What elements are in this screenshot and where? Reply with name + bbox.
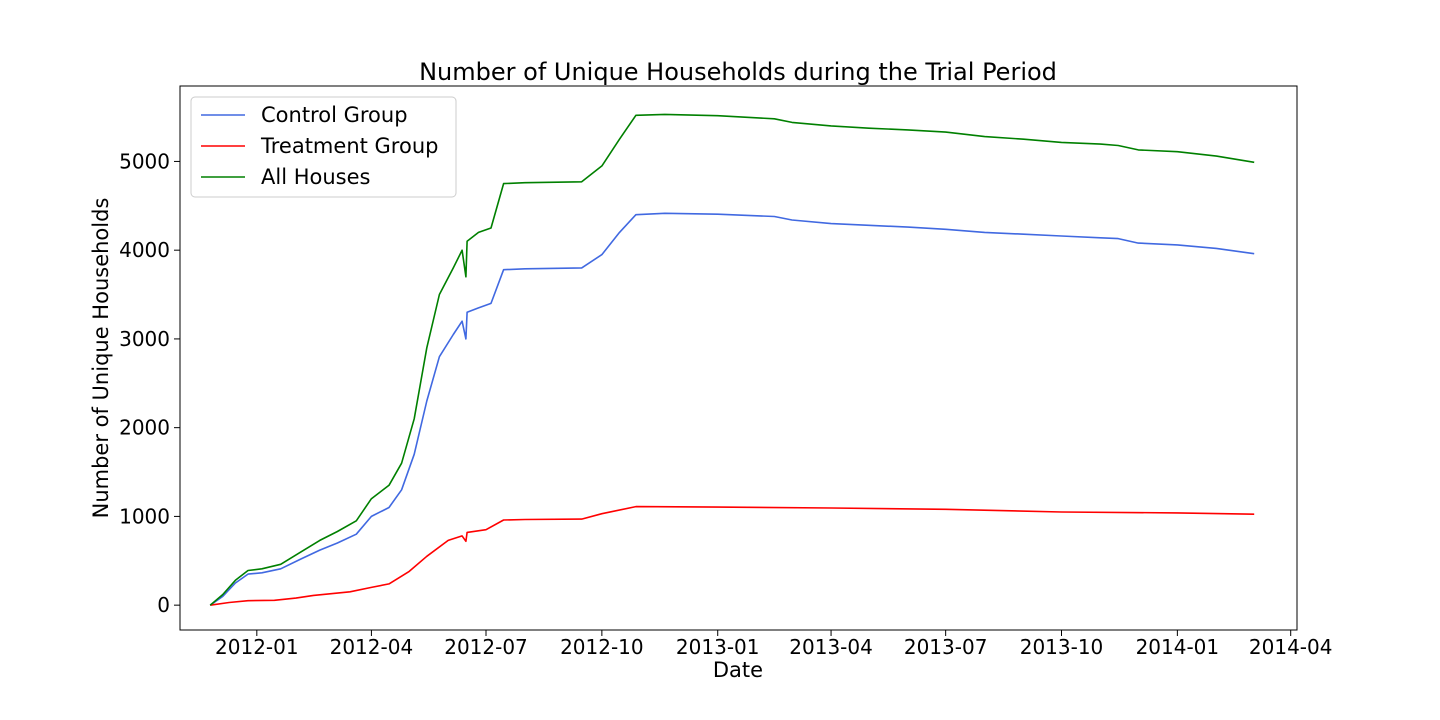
y-tick-label: 2000 — [119, 416, 170, 440]
x-tick-label: 2013-10 — [1020, 635, 1104, 659]
legend-label: All Houses — [261, 165, 370, 189]
legend-label: Treatment Group — [260, 134, 438, 158]
y-axis-ticks: 0 1000 2000 3000 4000 5000 — [119, 149, 180, 617]
legend: Control Group Treatment Group All Houses — [190, 96, 457, 198]
series-layer — [209, 113, 1255, 606]
y-tick-label: 4000 — [119, 238, 170, 262]
y-tick-label: 5000 — [119, 149, 170, 173]
x-tick-label: 2012-04 — [330, 635, 414, 659]
y-tick-label: 3000 — [119, 327, 170, 351]
legend-label: Control Group — [261, 103, 408, 127]
legend-box — [190, 96, 457, 198]
x-axis-label: Date — [713, 658, 763, 682]
x-tick-label: 2012-10 — [560, 635, 644, 659]
x-tick-label: 2012-01 — [215, 635, 299, 659]
y-tick-label: 1000 — [119, 504, 170, 528]
x-tick-label: 2013-04 — [789, 635, 873, 659]
x-tick-label: 2014-04 — [1249, 635, 1333, 659]
series-line-control-group — [209, 212, 1255, 606]
series-line-treatment-group — [210, 505, 1255, 606]
x-tick-label: 2012-07 — [444, 635, 528, 659]
x-axis-ticks: 2012-01 2012-04 2012-07 2012-10 2013-01 2013-… — [215, 630, 1332, 659]
y-axis-label: Number of Unique Households — [89, 198, 113, 519]
x-tick-label: 2013-01 — [676, 635, 760, 659]
chart-title: Number of Unique Households during the T… — [419, 58, 1057, 86]
x-tick-label: 2013-07 — [904, 635, 988, 659]
x-tick-label: 2014-01 — [1136, 635, 1220, 659]
y-tick-label: 0 — [157, 593, 170, 617]
plot-frame — [179, 85, 1298, 631]
series-line-all-houses — [209, 113, 1255, 606]
